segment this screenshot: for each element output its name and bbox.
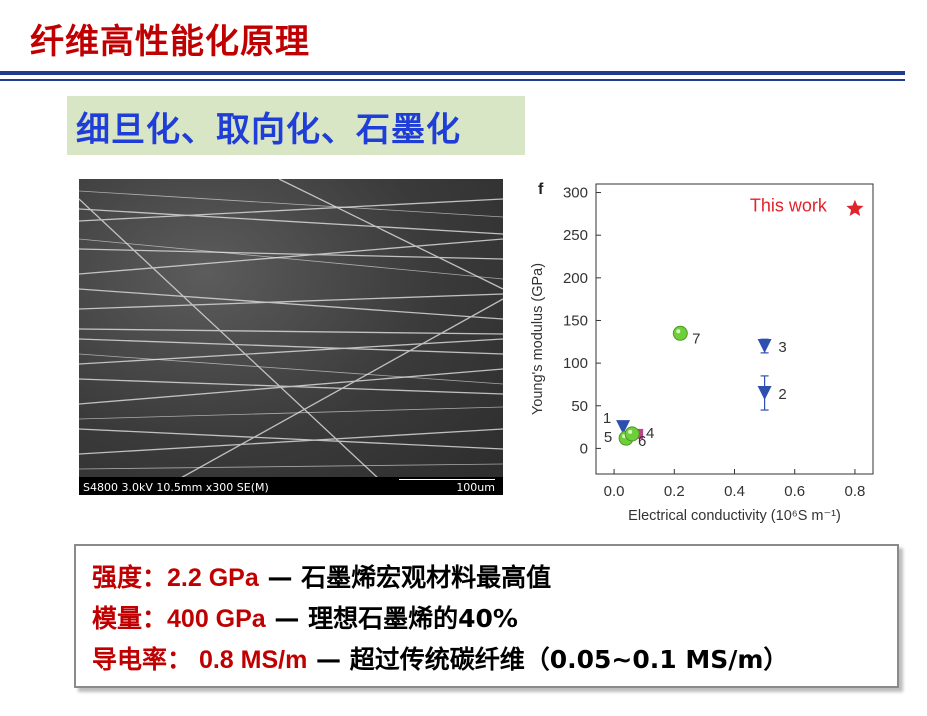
y-tick-label: 0	[580, 440, 588, 457]
x-axis-label: Electrical conductivity (10⁶S m⁻¹)	[628, 508, 841, 524]
sem-scale-bar	[399, 479, 495, 484]
point-label: 6	[638, 433, 646, 450]
modulus-key: 模量：	[92, 604, 168, 633]
slide-title: 纤维高性能化原理	[30, 22, 310, 62]
modulus-desc: — 理想石墨烯的40%	[265, 604, 518, 633]
chart-svg: 0 50 100 150 200 250 300 0.0 0.2 0.4 0.6 0.8Electri…	[530, 181, 874, 524]
modulus-value: 400 GPa	[167, 605, 266, 633]
point-label: 1	[603, 410, 611, 427]
strength-key: 强度：	[92, 563, 168, 592]
conductivity-desc: — 超过传统碳纤维（0.05~0.1 MS/m）	[307, 645, 789, 674]
data-point-star	[846, 199, 864, 216]
title-rule-thin	[0, 79, 905, 81]
fiber-strands	[79, 179, 503, 479]
x-tick-label: 0.0	[604, 483, 625, 500]
point-label: 4	[646, 425, 654, 442]
sem-info-bar: S4800 3.0kV 10.5mm x300 SE(M) 100um	[79, 477, 503, 495]
x-tick-label: 0.2	[664, 483, 685, 500]
y-tick-label: 50	[571, 398, 588, 415]
sem-micrograph: S4800 3.0kV 10.5mm x300 SE(M) 100um	[79, 179, 503, 495]
data-point-triangle	[616, 420, 631, 435]
strength-value: 2.2 GPa	[167, 564, 259, 592]
data-point-highlight	[628, 429, 633, 434]
data-point-triangle	[757, 339, 772, 354]
conductivity-line: 导电率： 0.8 MS/m — 超过传统碳纤维（0.05~0.1 MS/m）	[92, 640, 788, 676]
title-rule-thick	[0, 71, 905, 75]
strength-line: 强度：2.2 GPa — 石墨烯宏观材料最高值	[92, 558, 551, 594]
strength-desc: — 石墨烯宏观材料最高值	[258, 563, 552, 592]
point-label: 3	[778, 339, 786, 356]
subtitle-box	[67, 96, 525, 155]
subtitle: 细旦化、取向化、石墨化	[76, 110, 461, 150]
y-tick-label: 200	[563, 270, 588, 287]
panel-label: f	[538, 181, 544, 198]
data-point-triangle	[757, 385, 772, 400]
point-label: 7	[692, 330, 700, 347]
y-tick-label: 250	[563, 227, 588, 244]
this-work-label: This work	[750, 196, 828, 216]
properties-box: 强度：2.2 GPa — 石墨烯宏观材料最高值 模量：400 GPa — 理想石…	[74, 544, 899, 688]
data-point-circle	[624, 426, 640, 442]
data-point-circle	[672, 325, 688, 341]
sem-scale-label: 100um	[456, 481, 495, 494]
point-label: 5	[604, 429, 612, 446]
y-tick-label: 100	[563, 355, 588, 372]
y-axis-label: Young's modulus (GPa)	[530, 263, 546, 415]
y-tick-label: 300	[563, 185, 588, 202]
y-tick-label: 150	[563, 312, 588, 329]
sem-info-text: S4800 3.0kV 10.5mm x300 SE(M)	[83, 481, 269, 494]
modulus-line: 模量：400 GPa — 理想石墨烯的40%	[92, 599, 518, 635]
x-tick-label: 0.6	[784, 483, 805, 500]
x-tick-label: 0.8	[845, 483, 866, 500]
x-tick-label: 0.4	[724, 483, 745, 500]
conductivity-value: 0.8 MS/m	[192, 646, 308, 674]
data-point-highlight	[676, 329, 681, 334]
point-label: 2	[778, 386, 786, 403]
modulus-conductivity-chart: 0 50 100 150 200 250 300 0.0 0.2 0.4 0.6 0.8 Electri…	[528, 172, 908, 532]
conductivity-key: 导电率：	[92, 645, 193, 674]
